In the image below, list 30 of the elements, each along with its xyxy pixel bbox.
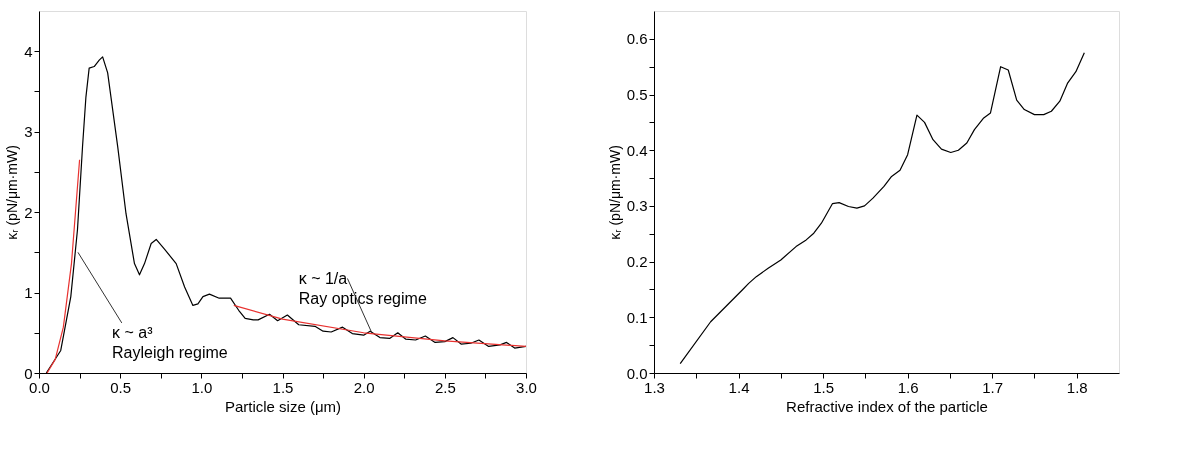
x-tick-label: 3.0 (516, 378, 537, 396)
y-tick-label: 1 (24, 284, 33, 302)
annotation: κ ~ a³ Rayleigh regime (112, 323, 228, 361)
x-axis-title: Refractive index of the particle (786, 397, 988, 415)
y-tick-label: 3 (24, 123, 33, 141)
x-tick-label: 1.5 (813, 378, 835, 396)
y-axis-title: κᵣ (pN/μm·mW) (606, 145, 623, 240)
x-axis-title: Particle size (μm) (224, 397, 342, 415)
x-tick-label: 1.7 (982, 378, 1004, 396)
line-series (679, 52, 1085, 365)
x-tick-label: 2.0 (353, 378, 375, 396)
x-tick-label: 1.8 (1066, 378, 1088, 396)
x-tick-label: 1.5 (272, 378, 294, 396)
y-tick-label: 0.3 (626, 197, 648, 215)
y-tick-label: 0.1 (626, 308, 648, 326)
y-tick-label: 0.6 (626, 30, 648, 48)
y-tick-label: 0.4 (626, 141, 648, 159)
y-tick-label: 4 (24, 42, 33, 60)
y-tick-label: 0.5 (626, 86, 648, 104)
x-tick-label: 2.5 (434, 378, 456, 396)
y-tick-label: 0.2 (626, 253, 648, 271)
y-axis-title: κᵣ (pN/μm·mW) (4, 145, 21, 240)
x-tick-label: 1.6 (897, 378, 919, 396)
x-tick-label: 0.5 (110, 378, 132, 396)
line-series (46, 159, 81, 374)
y-tick-label: 0 (24, 364, 33, 382)
x-tick-label: 1.0 (191, 378, 213, 396)
y-tick-label: 2 (24, 203, 33, 221)
annotation: κ ~ 1/a Ray optics regime (298, 270, 427, 308)
x-tick-label: 1.4 (728, 378, 750, 396)
